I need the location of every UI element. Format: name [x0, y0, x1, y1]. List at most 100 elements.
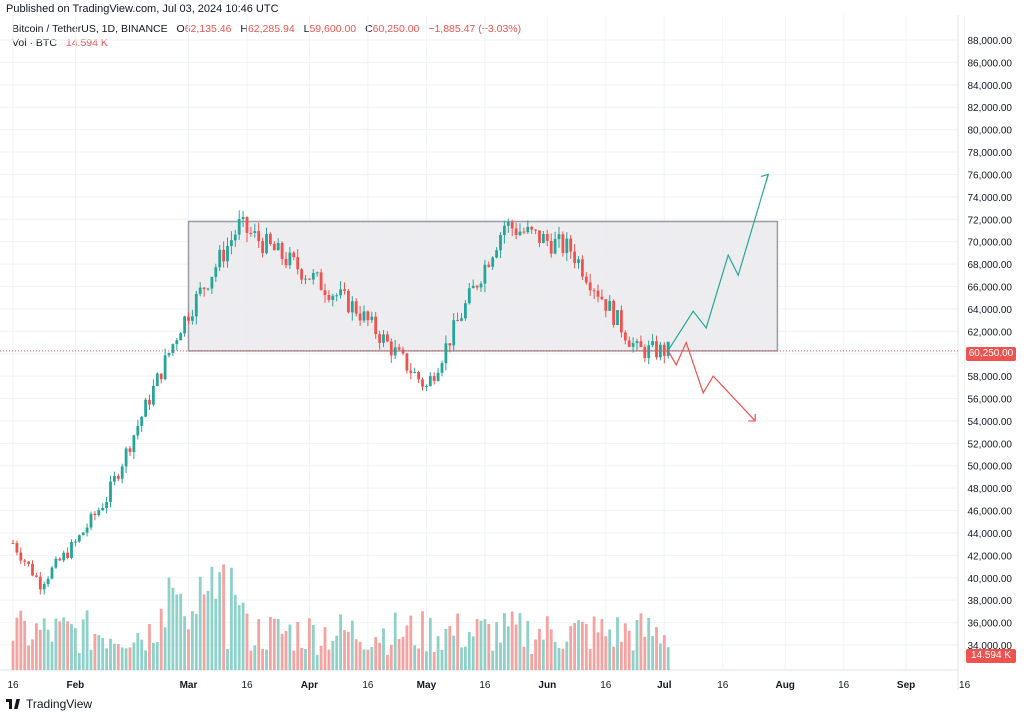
price-tick-label: 36,000.00	[968, 619, 1013, 630]
published-text: Published on TradingView.com, Jul 03, 20…	[6, 3, 279, 15]
candle-body	[495, 250, 498, 258]
candle-body	[276, 242, 280, 251]
candle-body	[635, 341, 639, 344]
volume-bar	[354, 639, 358, 670]
candle-body	[62, 552, 66, 561]
candle-body	[101, 507, 105, 511]
volume-bar	[113, 643, 116, 670]
volume-bar	[475, 618, 479, 670]
candle-body	[620, 310, 623, 333]
volume-bar	[545, 616, 549, 670]
candle-body	[331, 295, 335, 300]
time-tick-label: Jun	[538, 680, 556, 691]
candle-body	[85, 527, 89, 533]
tradingview-brand[interactable]: TradingView	[6, 697, 92, 711]
candle-body	[89, 513, 93, 528]
volume-bar	[397, 638, 401, 670]
candle-body	[569, 238, 573, 252]
volume-bar	[331, 641, 335, 670]
candle-body	[327, 295, 331, 300]
volume-bar	[467, 632, 471, 670]
candle-body	[347, 290, 350, 313]
volume-bar	[436, 636, 440, 670]
candle-body	[471, 285, 475, 289]
candle-body	[362, 311, 366, 321]
volume-bar	[304, 648, 307, 670]
footer-brand-label: TradingView	[26, 697, 93, 711]
volume-bar	[85, 610, 89, 670]
candle-body	[222, 249, 225, 262]
volume-bar	[101, 637, 105, 670]
candle-body	[350, 301, 354, 313]
candle-body	[581, 259, 584, 277]
candle-body	[522, 231, 526, 233]
volume-bar	[491, 650, 495, 670]
price-tick-label: 76,000.00	[968, 170, 1013, 181]
candle-body	[50, 567, 54, 579]
candle-body	[467, 288, 471, 304]
volume-bar	[413, 645, 417, 670]
volume-bar	[315, 654, 319, 670]
volume-bar	[241, 602, 245, 670]
price-tick-label: 78,000.00	[968, 148, 1013, 159]
candle-body	[237, 219, 241, 235]
volume-bar	[444, 628, 448, 670]
candle-body	[105, 501, 108, 508]
time-tick-label: 16	[838, 680, 850, 691]
candle-body	[81, 532, 85, 536]
candle-body	[214, 267, 218, 277]
volume-bar	[386, 654, 389, 670]
volume-bar	[487, 623, 491, 670]
price-tick-label: 68,000.00	[968, 260, 1013, 271]
volume-bar	[171, 587, 175, 670]
volume-bar	[584, 623, 588, 670]
volume-bar	[635, 619, 639, 670]
bearish-projection-line	[667, 340, 756, 422]
price-tick-label: 34,000.00	[968, 641, 1013, 652]
candle-body	[409, 370, 413, 373]
candle-body	[15, 543, 19, 553]
volume-bar	[288, 624, 292, 670]
candle-body	[370, 316, 374, 321]
candle-body	[296, 257, 300, 270]
volume-bar	[343, 630, 346, 670]
candle-body	[499, 235, 502, 251]
candle-body	[11, 543, 15, 545]
volume-bar	[19, 610, 23, 670]
volume-bar	[374, 637, 378, 670]
candle-body	[639, 341, 643, 348]
price-tick-label: 64,000.00	[968, 305, 1013, 316]
time-tick-label: 16	[717, 680, 729, 691]
volume-bar	[452, 635, 456, 670]
candle-body	[206, 288, 210, 290]
candle-body	[452, 320, 456, 346]
candle-body	[647, 345, 651, 358]
volume-bar	[35, 623, 38, 670]
candle-body	[604, 299, 608, 311]
candle-body	[315, 272, 319, 274]
volume-bar	[514, 624, 518, 670]
candle-body	[292, 252, 296, 258]
volume-bar	[58, 621, 62, 670]
volume-bar	[132, 642, 136, 670]
price-tick-label: 58,000.00	[968, 372, 1013, 383]
candle-body	[175, 340, 179, 345]
volume-bar	[89, 649, 93, 670]
volume-bar	[46, 629, 50, 670]
candle-body	[269, 233, 272, 244]
volume-bar	[557, 647, 561, 670]
volume-bar	[230, 567, 233, 670]
candle-body	[491, 257, 495, 267]
candle-body	[35, 575, 38, 577]
price-tick-label: 74,000.00	[968, 193, 1013, 204]
candle-body	[518, 231, 522, 236]
volume-bar	[93, 633, 97, 670]
candle-body	[503, 225, 506, 236]
candle-body	[54, 558, 58, 568]
volume-bar	[194, 613, 198, 670]
candle-body	[389, 341, 393, 356]
price-tick-label: 80,000.00	[968, 126, 1013, 137]
volume-bar	[233, 594, 237, 670]
candle-body	[249, 232, 253, 234]
